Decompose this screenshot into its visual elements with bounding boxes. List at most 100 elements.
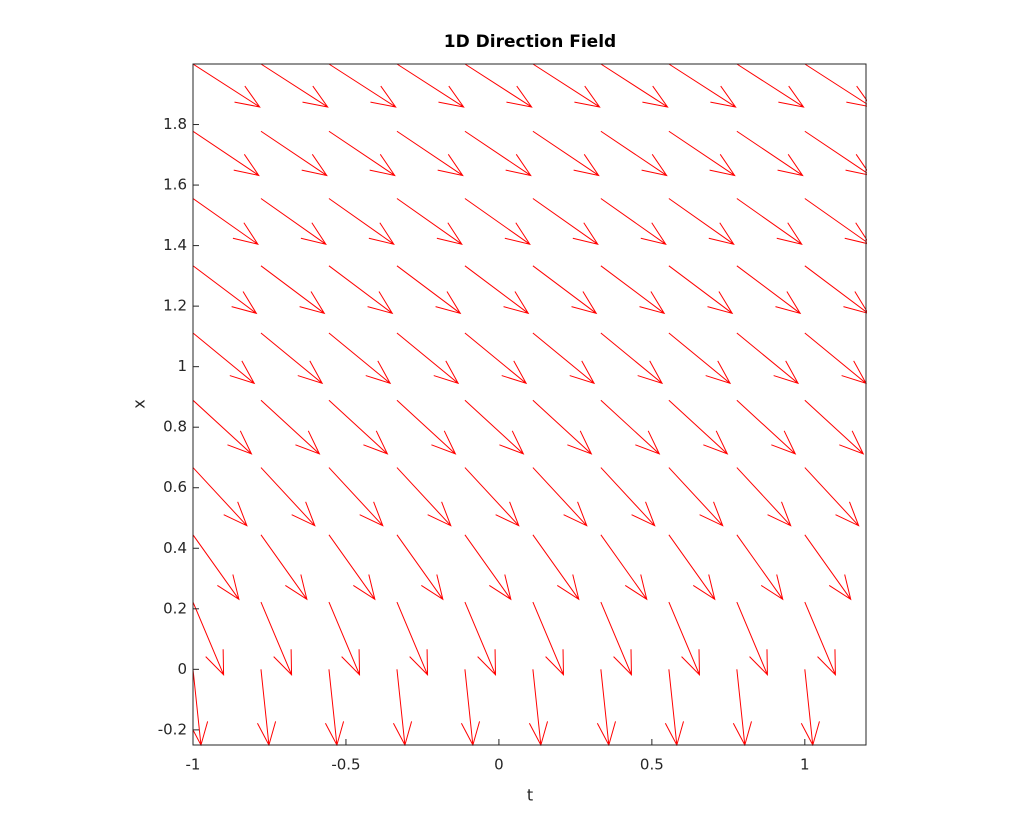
- arrow: [804, 63, 867, 107]
- arrow: [193, 265, 258, 315]
- arrow: [668, 399, 729, 455]
- arrow: [193, 332, 256, 385]
- arrow: [464, 63, 533, 108]
- y-tick-label: 0: [177, 660, 187, 678]
- y-tick-label: 1.6: [163, 176, 187, 194]
- arrow: [464, 265, 530, 315]
- arrow: [464, 130, 532, 177]
- arrow: [668, 601, 700, 676]
- arrow: [464, 601, 497, 676]
- arrow: [260, 63, 329, 108]
- arrow: [328, 63, 397, 108]
- arrow: [532, 601, 565, 676]
- arrow: [668, 467, 724, 527]
- arrow: [532, 265, 598, 315]
- arrow: [736, 332, 800, 385]
- arrow: [736, 534, 784, 601]
- arrow: [193, 198, 259, 245]
- arrow: [736, 601, 768, 676]
- y-tick-label: 1.4: [163, 236, 187, 254]
- arrow: [396, 198, 463, 245]
- x-tick-label: 1: [800, 756, 810, 774]
- arrow: [328, 467, 384, 527]
- arrow: [193, 467, 248, 527]
- x-axis-label: t: [527, 786, 533, 805]
- arrow: [804, 265, 867, 314]
- arrow: [193, 534, 240, 601]
- arrow: [600, 332, 664, 385]
- arrow: [532, 332, 596, 385]
- arrow: [260, 601, 293, 676]
- arrow: [532, 534, 580, 601]
- arrow: [668, 265, 734, 315]
- arrow: [396, 601, 429, 676]
- arrow: [396, 63, 465, 108]
- arrow: [396, 332, 460, 385]
- arrow: [464, 332, 528, 385]
- arrow: [464, 399, 525, 455]
- arrow: [804, 601, 836, 676]
- arrow: [396, 467, 452, 527]
- arrow: [600, 265, 666, 315]
- arrow: [736, 130, 804, 177]
- x-tick-label: -1: [186, 756, 201, 774]
- arrow: [193, 399, 253, 455]
- arrow: [464, 198, 531, 245]
- arrow: [532, 63, 601, 108]
- arrow: [193, 601, 225, 676]
- arrow: [736, 198, 803, 245]
- arrow: [532, 467, 588, 527]
- arrow: [260, 467, 316, 527]
- arrow: [668, 332, 732, 385]
- y-tick-label: 1.8: [163, 115, 187, 133]
- arrow: [736, 467, 792, 527]
- arrow: [600, 198, 667, 245]
- arrow: [464, 467, 520, 527]
- arrow: [600, 63, 669, 108]
- arrow: [260, 265, 326, 315]
- arrow: [804, 130, 867, 176]
- arrow: [804, 399, 865, 455]
- arrow: [600, 399, 661, 455]
- arrow: [668, 198, 735, 245]
- arrow: [396, 534, 444, 601]
- arrow: [532, 130, 600, 177]
- arrow: [328, 198, 395, 245]
- arrow: [600, 601, 632, 676]
- arrow: [668, 63, 737, 108]
- arrow: [668, 130, 736, 177]
- arrow: [260, 534, 308, 601]
- arrow: [193, 63, 261, 108]
- arrow: [736, 399, 797, 455]
- arrow: [600, 534, 648, 601]
- y-tick-label: 0.4: [163, 539, 187, 557]
- y-axis-label: x: [130, 399, 149, 408]
- arrow: [396, 399, 457, 455]
- x-tick-label: -0.5: [331, 756, 360, 774]
- x-tick-label: 0.5: [640, 756, 664, 774]
- arrow: [328, 399, 389, 455]
- arrow: [396, 265, 462, 315]
- axes-box: [192, 63, 867, 746]
- arrow: [260, 130, 328, 177]
- y-tick-label: 1.2: [163, 297, 187, 315]
- arrow: [532, 198, 599, 245]
- y-tick-label: 1: [177, 357, 187, 375]
- y-tick-label: 0.8: [163, 418, 187, 436]
- arrow: [532, 399, 593, 455]
- arrow: [328, 265, 394, 315]
- arrow: [464, 534, 512, 601]
- arrow: [736, 265, 802, 315]
- arrow: [328, 130, 396, 177]
- arrow: [804, 198, 867, 245]
- chart-title: 1D Direction Field: [444, 32, 616, 52]
- arrow: [600, 130, 668, 177]
- arrow: [600, 467, 656, 527]
- x-tick-label: 0: [494, 756, 504, 774]
- y-tick-label: -0.2: [158, 720, 187, 738]
- arrow: [328, 601, 361, 676]
- y-tick-label: 0.6: [163, 478, 187, 496]
- arrow: [260, 332, 324, 385]
